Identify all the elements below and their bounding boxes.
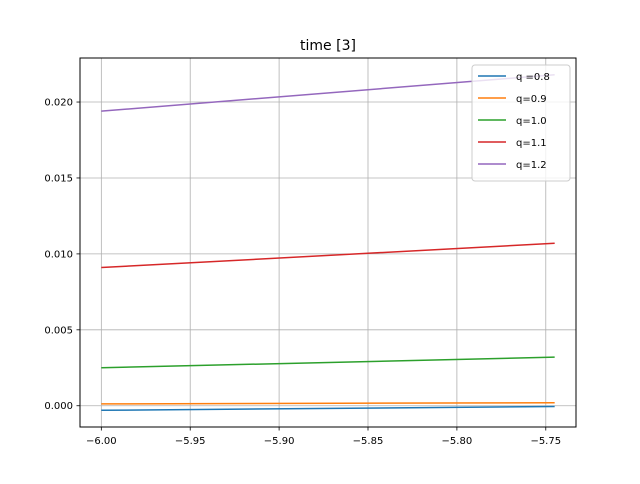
plot-frame	[79, 57, 577, 428]
series-lines	[101, 73, 555, 412]
chart-title: time [3]	[300, 38, 356, 54]
legend-label: q=1.2	[516, 160, 547, 171]
y-tick-label: 0.005	[44, 325, 73, 336]
series-line-2	[101, 356, 555, 369]
legend-box	[471, 64, 571, 182]
x-tick-label: −5.90	[264, 436, 295, 447]
legend: q =0.8 q=0.9 q=1.0 q=1.1 q=1.2	[471, 64, 571, 182]
legend-label: q=0.9	[516, 94, 547, 105]
y-tick-label: 0.010	[44, 249, 73, 260]
x-tick-label: −6.00	[86, 436, 117, 447]
y-tick-label: 0.015	[44, 173, 73, 184]
x-tick-label: −5.85	[353, 436, 384, 447]
x-tick-label: −5.75	[530, 436, 561, 447]
legend-label: q =0.8	[516, 72, 550, 83]
y-tick-label: 0.000	[44, 401, 73, 412]
x-tick-label: −5.95	[175, 436, 206, 447]
series-line-0	[101, 405, 555, 412]
y-axis: 0.000 0.005 0.010 0.015 0.020	[44, 98, 80, 412]
x-tick-label: −5.80	[442, 436, 473, 447]
x-axis: −6.00 −5.95 −5.90 −5.85 −5.80 −5.75	[86, 427, 561, 447]
series-line-1	[101, 401, 555, 405]
legend-label: q=1.1	[516, 138, 547, 149]
series-line-3	[101, 242, 555, 269]
legend-label: q=1.0	[516, 116, 547, 127]
y-tick-label: 0.020	[44, 98, 73, 109]
